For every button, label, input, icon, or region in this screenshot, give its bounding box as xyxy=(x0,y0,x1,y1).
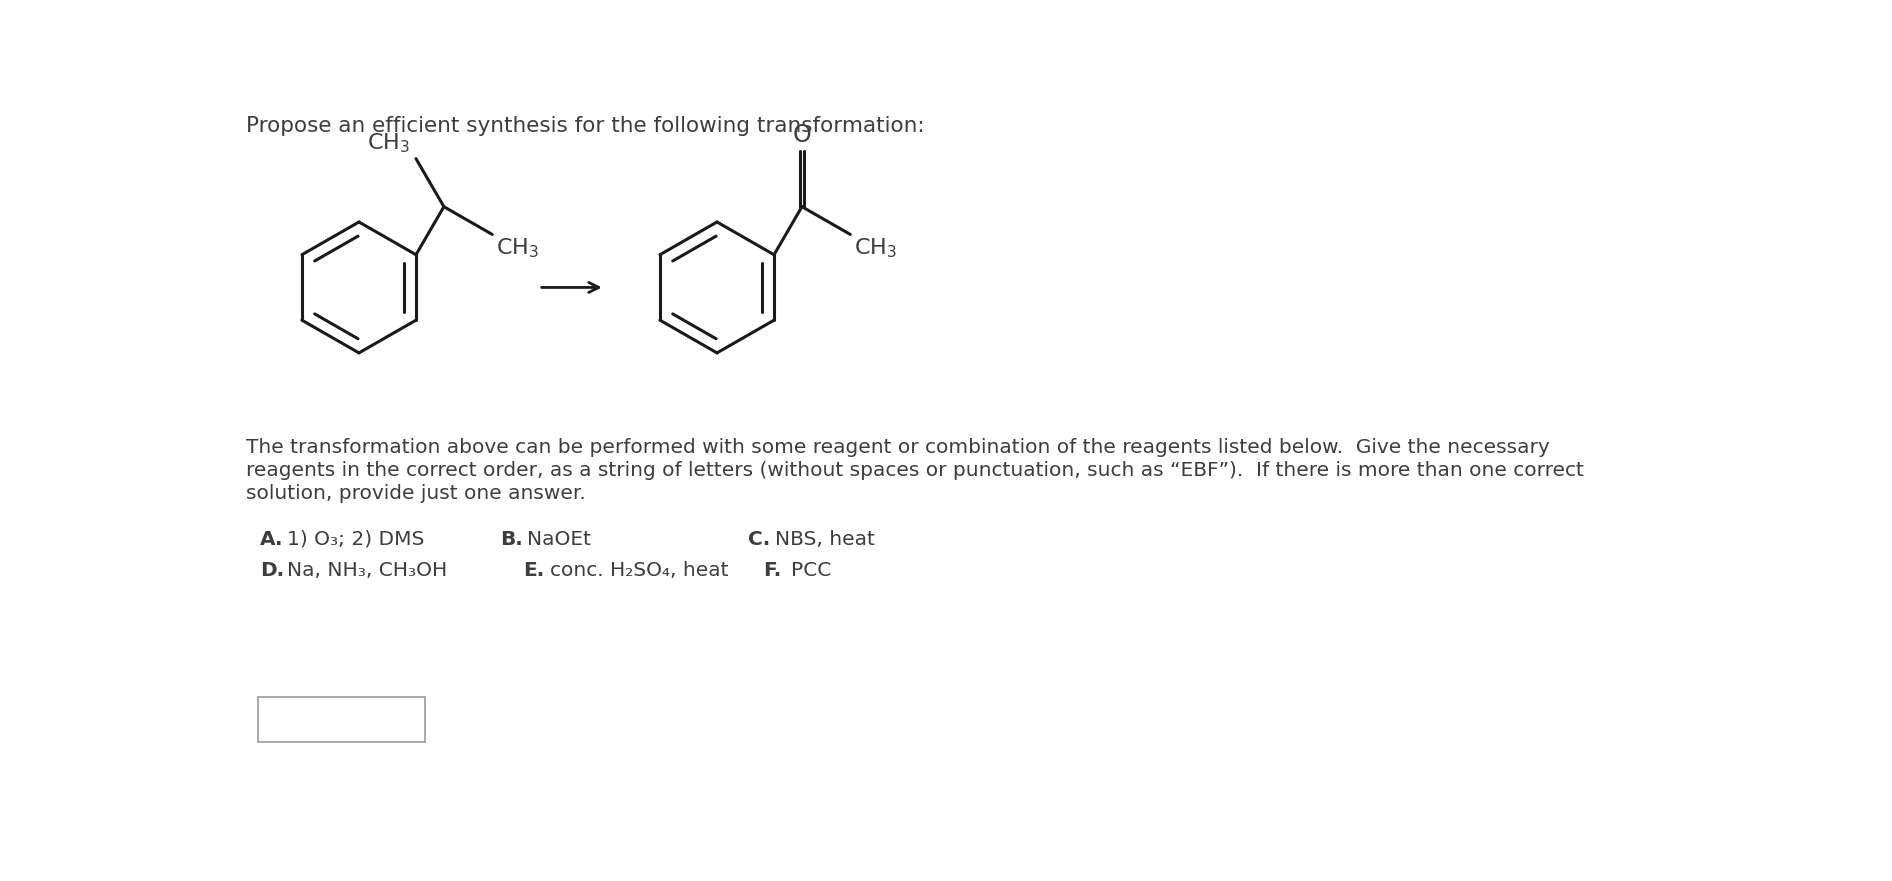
Text: solution, provide just one answer.: solution, provide just one answer. xyxy=(246,484,585,503)
Text: The transformation above can be performed with some reagent or combination of th: The transformation above can be performe… xyxy=(246,438,1550,456)
Text: NBS, heat: NBS, heat xyxy=(776,530,874,549)
Text: PCC: PCC xyxy=(791,561,831,580)
Text: conc. H₂SO₄, heat: conc. H₂SO₄, heat xyxy=(551,561,728,580)
Text: CH$_3$: CH$_3$ xyxy=(496,237,539,260)
Text: CH$_3$: CH$_3$ xyxy=(367,131,411,155)
Text: A.: A. xyxy=(259,530,284,549)
Text: E.: E. xyxy=(524,561,545,580)
Text: D.: D. xyxy=(259,561,284,580)
Text: Na, NH₃, CH₃OH: Na, NH₃, CH₃OH xyxy=(288,561,447,580)
Text: B.: B. xyxy=(499,530,522,549)
Text: 1) O₃; 2) DMS: 1) O₃; 2) DMS xyxy=(288,530,424,549)
Text: F.: F. xyxy=(764,561,781,580)
Text: O: O xyxy=(793,123,812,147)
Text: Propose an efficient synthesis for the following transformation:: Propose an efficient synthesis for the f… xyxy=(246,115,925,136)
Text: C.: C. xyxy=(747,530,770,549)
Text: reagents in the correct order, as a string of letters (without spaces or punctua: reagents in the correct order, as a stri… xyxy=(246,461,1584,479)
Text: NaOEt: NaOEt xyxy=(528,530,590,549)
Bar xyxy=(257,697,426,742)
Text: CH$_3$: CH$_3$ xyxy=(853,237,897,260)
